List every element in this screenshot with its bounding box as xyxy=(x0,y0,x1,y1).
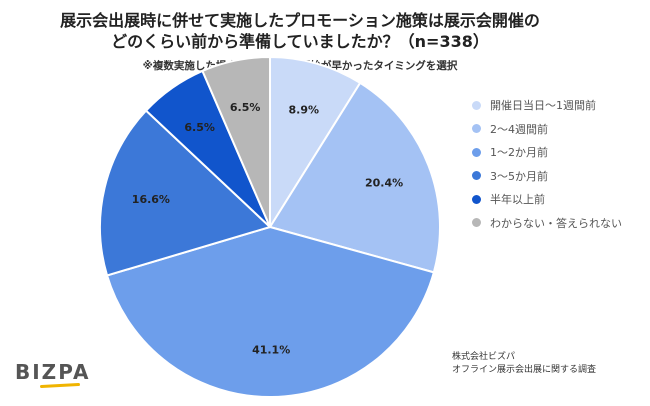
pie-slice xyxy=(99,109,272,277)
pie-slice xyxy=(105,225,436,398)
pie-slice-label: 16.6% xyxy=(132,193,170,206)
legend-item: 3〜5か月前 xyxy=(472,167,622,185)
source-survey-name: オフライン展示会出展に関する調査 xyxy=(452,365,597,375)
chart-legend: 開催日当日〜1週間前 2〜4週間前 1〜2か月前 3〜5か月前 半年以上前 わか… xyxy=(472,96,622,237)
bizpa-logo: BIZPA xyxy=(15,360,91,384)
legend-swatch-icon xyxy=(472,100,481,110)
legend-swatch-icon xyxy=(472,218,481,227)
pie-slice-label: 8.9% xyxy=(289,103,320,116)
legend-label: 半年以上前 xyxy=(490,193,545,206)
legend-label: 1〜2か月前 xyxy=(490,146,548,159)
legend-item: 開催日当日〜1週間前 xyxy=(472,96,622,114)
chart-title: 展示会出展時に併せて実施したプロモーション施策は展示会開催の どのくらい前から準… xyxy=(0,10,600,52)
legend-swatch-icon xyxy=(472,194,481,204)
legend-label: 開催日当日〜1週間前 xyxy=(490,99,596,112)
pie-slice xyxy=(269,55,362,231)
legend-item: わからない・答えられない xyxy=(472,214,622,232)
legend-item: 2〜4週間前 xyxy=(472,120,622,138)
pie-slice-label: 6.5% xyxy=(184,121,215,134)
source-credit: 株式会社ビズパ オフライン展示会出展に関する調査 xyxy=(452,351,596,377)
chart-title-line-1: 展示会出展時に併せて実施したプロモーション施策は展示会開催の xyxy=(60,11,540,30)
pie-slice-label: 41.1% xyxy=(252,343,290,356)
legend-label: 2〜4週間前 xyxy=(490,122,548,136)
pie-slice xyxy=(268,81,441,274)
pie-slice-label: 20.4% xyxy=(365,177,403,190)
legend-label: わからない・答えられない xyxy=(490,216,622,230)
legend-swatch-icon xyxy=(472,124,481,133)
legend-swatch-icon xyxy=(472,171,481,180)
legend-item: 半年以上前 xyxy=(472,190,622,208)
pie-slice xyxy=(201,55,271,228)
chart-title-line-2: どのくらい前から準備していましたか？（n=338） xyxy=(111,32,489,51)
pie-slice-label: 6.5% xyxy=(230,101,261,114)
legend-item: 1〜2か月前 xyxy=(472,143,622,161)
source-company: 株式会社ビズパ xyxy=(452,352,516,362)
legend-swatch-icon xyxy=(472,147,481,157)
legend-label: 3〜5か月前 xyxy=(490,169,548,183)
